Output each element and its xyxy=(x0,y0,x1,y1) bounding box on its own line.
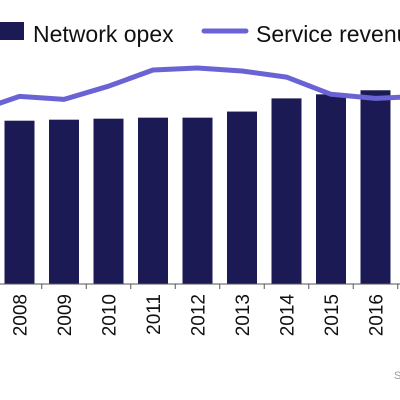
legend-line-label: Service revenue xyxy=(256,21,400,47)
bar-2010 xyxy=(93,118,124,285)
bar-2013 xyxy=(227,111,257,284)
bars-group xyxy=(4,90,391,285)
bar-2015 xyxy=(316,94,346,284)
x-tick-marks xyxy=(41,284,399,289)
x-tick-label-2011: 2011 xyxy=(144,294,165,335)
bar-2012 xyxy=(182,117,213,285)
bar-2009 xyxy=(49,119,79,284)
x-tick-label-2012: 2012 xyxy=(189,294,210,336)
x-tick-label-2009: 2009 xyxy=(55,294,76,336)
x-tick-label-2014: 2014 xyxy=(278,294,299,337)
x-tick-label-2016: 2016 xyxy=(367,294,388,336)
bar-2011 xyxy=(138,117,168,285)
x-tick-labels: 2008 2009 2010 2011 2012 2013 2014 2015 2016 xyxy=(11,294,388,337)
x-tick-label-2015: 2015 xyxy=(322,294,343,336)
x-tick-label-2010: 2010 xyxy=(100,294,121,336)
legend-bar-label: Network opex xyxy=(33,21,174,47)
source-note: S xyxy=(394,370,400,382)
bar-2016 xyxy=(360,90,391,285)
legend-bar-swatch xyxy=(0,22,24,40)
service-revenue-line xyxy=(0,65,400,106)
x-tick-label-2008: 2008 xyxy=(11,294,32,336)
x-tick-label-2013: 2013 xyxy=(233,294,254,336)
bar-2008 xyxy=(4,120,35,284)
legend: Network opex Service revenue xyxy=(0,21,400,47)
bar-2014 xyxy=(271,98,302,284)
